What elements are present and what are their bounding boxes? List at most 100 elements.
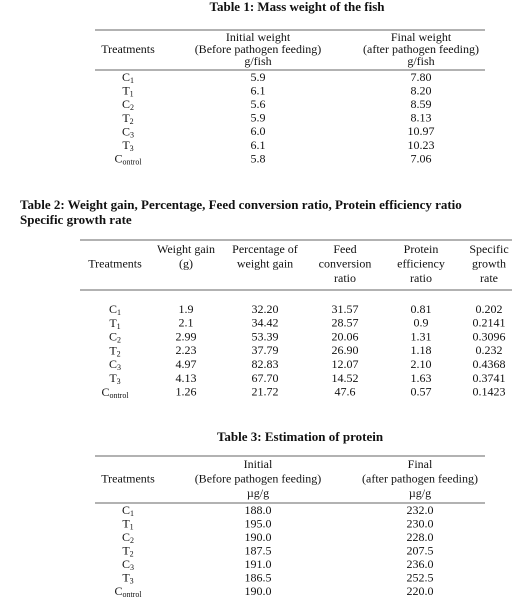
treatment-base: T xyxy=(109,316,117,330)
cell-value: 236.0 xyxy=(407,557,434,571)
column-header: weight gain xyxy=(237,256,293,270)
treatment-label: T1 xyxy=(122,516,133,531)
table-title: Table 1: Mass weight of the fish xyxy=(209,0,385,14)
cell-value: 207.5 xyxy=(407,543,434,557)
treatment-subscript: 2 xyxy=(130,536,134,545)
cell-value: 5.6 xyxy=(251,97,266,111)
treatment-base: T xyxy=(122,543,130,557)
treatment-label: C2 xyxy=(109,329,121,344)
cell-value: 37.79 xyxy=(252,343,279,357)
column-header: Protein xyxy=(404,242,439,256)
cell-value: 4.97 xyxy=(176,357,197,371)
cell-value: 10.97 xyxy=(408,124,435,138)
cell-value: 2.1 xyxy=(179,316,194,330)
column-header: Final weight xyxy=(391,30,452,44)
cell-value: 191.0 xyxy=(245,557,272,571)
treatment-base: C xyxy=(101,385,109,399)
treatment-subscript: 1 xyxy=(117,308,121,317)
treatment-base: T xyxy=(122,516,130,530)
column-header: Specific xyxy=(469,242,508,256)
treatment-subscript: 2 xyxy=(130,549,134,558)
cell-value: 10.23 xyxy=(408,138,435,152)
cell-value: 5.9 xyxy=(251,111,266,125)
cell-value: 188.0 xyxy=(245,503,272,517)
column-header: conversion xyxy=(319,256,372,270)
treatment-label: T1 xyxy=(109,316,120,331)
cell-value: 4.13 xyxy=(176,371,197,385)
table: Table 2: Weight gain, Percentage, Feed c… xyxy=(20,197,512,400)
cell-value: 67.70 xyxy=(252,371,279,385)
treatment-label: T2 xyxy=(122,111,133,126)
treatment-base: T xyxy=(122,570,130,584)
treatment-label: C2 xyxy=(122,530,134,545)
treatment-subscript: 3 xyxy=(130,130,134,139)
treatment-base: T xyxy=(122,83,130,97)
treatment-base: C xyxy=(114,584,122,598)
treatment-base: T xyxy=(109,371,117,385)
treatment-label: Control xyxy=(101,385,129,400)
treatment-subscript: 2 xyxy=(130,117,134,126)
treatment-base: C xyxy=(109,302,117,316)
cell-value: 34.42 xyxy=(252,316,279,330)
treatment-label: T2 xyxy=(109,343,120,358)
cell-value: 0.3096 xyxy=(473,329,506,343)
column-header: (g) xyxy=(179,256,193,270)
treatment-label: T3 xyxy=(122,570,133,585)
cell-value: 0.1423 xyxy=(473,385,506,399)
cell-value: 186.5 xyxy=(245,570,272,584)
cell-value: 0.57 xyxy=(411,385,432,399)
column-header: Final xyxy=(408,457,433,471)
cell-value: 12.07 xyxy=(332,357,359,371)
treatment-subscript: 3 xyxy=(130,144,134,153)
cell-value: 5.9 xyxy=(251,70,266,84)
column-header: Feed xyxy=(333,242,356,256)
cell-value: 26.90 xyxy=(332,343,359,357)
column-header: µg/g xyxy=(409,486,431,500)
cell-value: 230.0 xyxy=(407,516,434,530)
column-header: Initial weight xyxy=(226,30,291,44)
treatment-subscript: ontrol xyxy=(122,157,142,166)
treatment-subscript: 1 xyxy=(130,76,134,85)
column-header: Treatments xyxy=(101,42,155,56)
cell-value: 82.83 xyxy=(252,357,279,371)
column-header: Weight gain xyxy=(157,242,215,256)
column-header: efficiency xyxy=(397,256,445,270)
treatment-base: C xyxy=(122,503,130,517)
cell-value: 20.06 xyxy=(332,329,359,343)
treatment-label: Control xyxy=(114,151,142,166)
treatment-label: C1 xyxy=(109,302,121,317)
treatment-base: C xyxy=(122,124,130,138)
cell-value: 0.81 xyxy=(411,302,432,316)
table: Table 1: Mass weight of the fish Treatmen… xyxy=(95,0,485,166)
treatment-base: C xyxy=(122,557,130,571)
treatment-base: C xyxy=(114,151,122,165)
treatment-label: T1 xyxy=(122,83,133,98)
column-header: Initial xyxy=(244,457,273,471)
treatment-subscript: 1 xyxy=(130,509,134,518)
treatment-subscript: 3 xyxy=(117,377,121,386)
treatment-label: C1 xyxy=(122,70,134,85)
column-header: ratio xyxy=(410,271,432,285)
treatment-base: C xyxy=(122,530,130,544)
column-header: Treatments xyxy=(101,471,155,485)
treatment-base: C xyxy=(122,97,130,111)
cell-value: 6.1 xyxy=(251,138,266,152)
treatment-base: T xyxy=(122,138,130,152)
treatment-subscript: ontrol xyxy=(122,590,142,599)
cell-value: 1.31 xyxy=(411,329,432,343)
cell-value: 0.232 xyxy=(476,343,503,357)
cell-value: 47.6 xyxy=(335,385,356,399)
treatment-label: C3 xyxy=(109,357,121,372)
cell-value: 0.3741 xyxy=(473,371,506,385)
cell-value: 8.20 xyxy=(411,83,432,97)
cell-value: 0.202 xyxy=(476,302,503,316)
column-header: (Before pathogen feeding) xyxy=(195,42,322,56)
table: Table 3: Estimation of protein Treatments… xyxy=(95,429,485,599)
column-header: (after pathogen feeding) xyxy=(362,471,478,485)
treatment-label: C3 xyxy=(122,124,134,139)
cell-value: 190.0 xyxy=(245,530,272,544)
treatment-base: T xyxy=(109,343,117,357)
cell-value: 2.99 xyxy=(176,329,197,343)
cell-value: 190.0 xyxy=(245,584,272,598)
treatment-base: C xyxy=(122,70,130,84)
